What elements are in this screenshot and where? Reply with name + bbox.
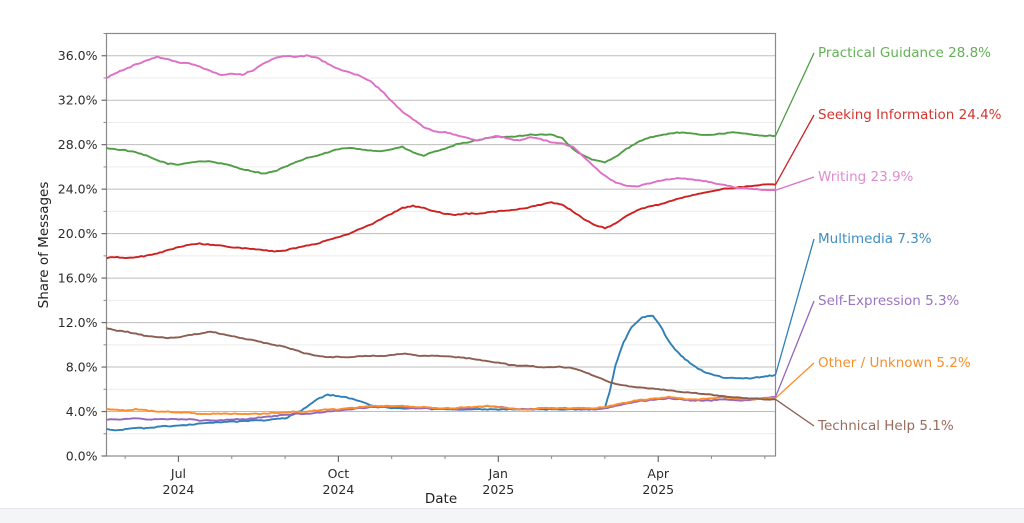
series-lines <box>106 54 776 432</box>
series-line-other-unknown <box>106 395 776 416</box>
x-tick-label-month: Apr <box>647 466 669 481</box>
y-axis-ticks: 0.0% 4.0% 8.0% 12.0% 16.0% 20.0% 24.0% 28.0% 32.… <box>58 33 107 464</box>
y-tick-label: 16.0% <box>58 271 98 286</box>
legend-label-seeking-information[interactable]: Seeking Information 24.4% <box>818 107 1002 123</box>
leader-line <box>774 300 815 398</box>
series-line-technical-help <box>106 327 776 401</box>
legend-labels: Practical Guidance 28.8% Seeking Informat… <box>817 45 1002 434</box>
leader-line <box>775 176 815 191</box>
legend-label-multimedia[interactable]: Multimedia 7.3% <box>818 231 932 247</box>
x-tick-label-month: Oct <box>328 466 350 481</box>
y-tick-label: 36.0% <box>58 48 98 63</box>
legend-label-writing[interactable]: Writing 23.9% <box>818 169 914 185</box>
x-axis-title: Date <box>425 491 457 507</box>
gridlines-major <box>106 55 776 413</box>
x-tick-label-year: 2024 <box>163 482 195 497</box>
series-line-writing <box>106 54 776 192</box>
y-tick-label: 0.0% <box>66 449 98 464</box>
x-tick-label-month: Jul <box>170 466 186 481</box>
y-tick-label: 32.0% <box>58 93 98 108</box>
series-line-seeking-information <box>106 183 776 260</box>
y-tick-label: 24.0% <box>58 182 98 197</box>
window-bottom-band <box>0 508 1024 523</box>
y-axis-title: Share of Messages <box>36 182 52 309</box>
y-tick-label: 20.0% <box>58 226 98 241</box>
x-tick-label-month: Jan <box>488 466 508 481</box>
series-line-practical-guidance <box>106 131 776 175</box>
legend-leader-lines <box>774 52 815 427</box>
legend-label-other-unknown[interactable]: Other / Unknown 5.2% <box>818 355 971 371</box>
x-tick-label-year: 2024 <box>322 482 354 497</box>
legend-label-practical-guidance[interactable]: Practical Guidance 28.8% <box>818 45 991 61</box>
leader-line <box>775 398 815 427</box>
leader-line <box>774 114 815 186</box>
y-tick-label: 12.0% <box>58 315 98 330</box>
y-tick-label: 8.0% <box>66 360 98 375</box>
y-tick-label: 4.0% <box>66 404 98 419</box>
leader-line <box>774 238 815 376</box>
legend-label-self-expression[interactable]: Self-Expression 5.3% <box>818 293 960 309</box>
plot-border <box>105 32 777 457</box>
leader-line <box>775 362 815 399</box>
x-tick-label-year: 2025 <box>642 482 674 497</box>
leader-line <box>774 52 815 137</box>
y-tick-label: 28.0% <box>58 137 98 152</box>
legend-label-technical-help[interactable]: Technical Help 5.1% <box>817 418 954 434</box>
x-tick-label-year: 2025 <box>482 482 514 497</box>
